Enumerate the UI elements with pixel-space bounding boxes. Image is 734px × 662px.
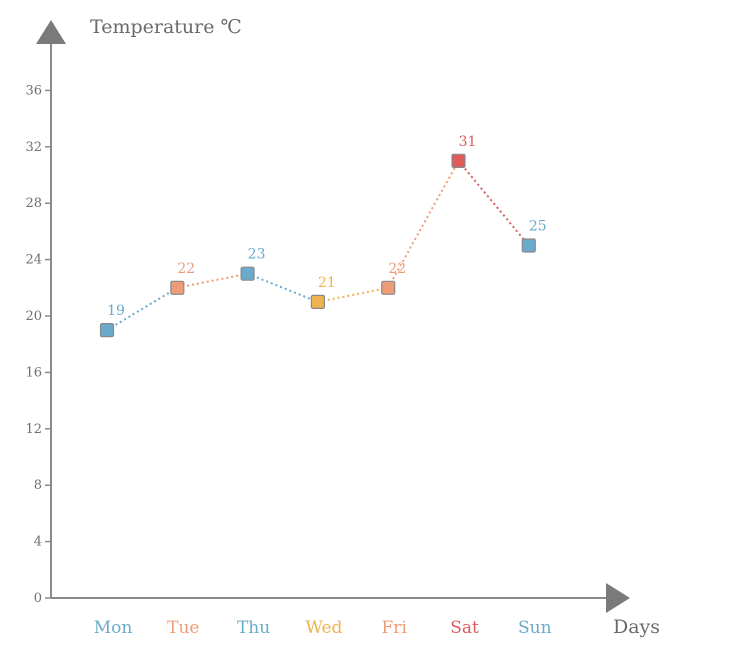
data-point-marker bbox=[170, 280, 185, 295]
data-value-label: 23 bbox=[248, 247, 266, 263]
x-category-label: Sat bbox=[450, 618, 479, 638]
x-category-label: Thu bbox=[237, 618, 270, 638]
y-tick-label: 24 bbox=[25, 253, 42, 268]
y-tick-label: 12 bbox=[25, 422, 42, 437]
x-category-label: Wed bbox=[305, 618, 342, 638]
y-tick-label: 36 bbox=[25, 83, 42, 98]
line-segment bbox=[457, 160, 530, 247]
data-point-marker bbox=[99, 323, 115, 338]
data-value-label: 19 bbox=[107, 303, 125, 319]
data-point-marker bbox=[240, 266, 255, 281]
y-tick-label: 0 bbox=[34, 591, 42, 606]
y-tick-label: 16 bbox=[25, 365, 42, 380]
y-axis-ticks: 0 4 8 12 16 20 24 28 32 36 bbox=[25, 83, 51, 606]
x-category-label: Mon bbox=[94, 618, 133, 638]
data-value-label: 31 bbox=[459, 134, 477, 150]
line-segment bbox=[247, 272, 319, 303]
data-point-marker bbox=[521, 238, 536, 253]
y-tick-label: 8 bbox=[34, 478, 42, 493]
data-value-label: 22 bbox=[388, 261, 406, 277]
line-segment bbox=[177, 272, 248, 289]
data-labels: 19 22 23 21 22 31 25 bbox=[107, 134, 547, 319]
y-tick-label: 20 bbox=[25, 309, 42, 324]
y-axis-title: Temperature ℃ bbox=[90, 16, 242, 38]
line-segment bbox=[317, 286, 389, 303]
x-axis-category-labels: Mon Tue Thu Wed Fri Sat Sun bbox=[94, 618, 552, 638]
data-points bbox=[99, 153, 536, 338]
x-axis-arrow bbox=[606, 583, 630, 613]
y-tick-label: 32 bbox=[25, 140, 42, 155]
x-category-label: Sun bbox=[518, 618, 552, 638]
y-axis-arrow bbox=[36, 20, 66, 44]
data-value-label: 21 bbox=[318, 275, 336, 291]
line-segments bbox=[106, 160, 530, 331]
x-category-label: Tue bbox=[167, 618, 199, 638]
x-category-label: Fri bbox=[382, 618, 408, 638]
data-value-label: 22 bbox=[177, 261, 195, 277]
data-point-marker bbox=[381, 280, 396, 295]
line-segment bbox=[106, 286, 178, 331]
data-point-marker bbox=[310, 294, 325, 309]
data-point-marker bbox=[451, 153, 466, 168]
y-tick-label: 4 bbox=[34, 535, 42, 550]
line-segment bbox=[387, 160, 460, 289]
x-axis-title: Days bbox=[613, 616, 660, 638]
y-tick-label: 28 bbox=[25, 196, 42, 211]
data-value-label: 25 bbox=[529, 219, 547, 235]
